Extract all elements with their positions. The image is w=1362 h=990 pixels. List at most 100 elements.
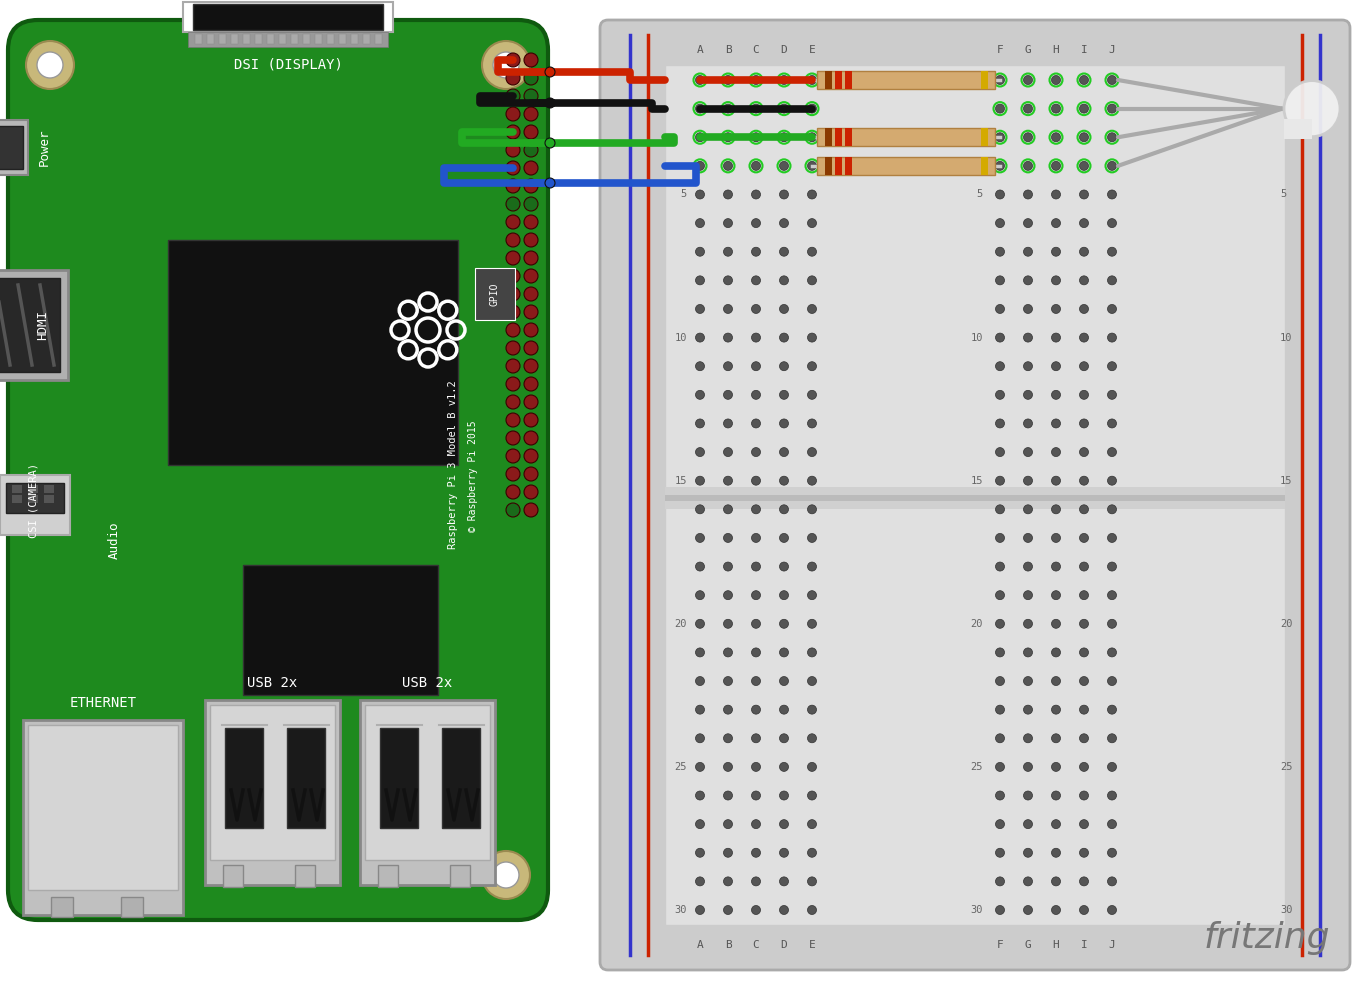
Circle shape [1051,534,1061,543]
Circle shape [1080,906,1088,915]
Circle shape [524,287,538,301]
Circle shape [1080,161,1088,170]
Circle shape [808,390,816,399]
Circle shape [996,848,1005,857]
Circle shape [996,676,1005,685]
Circle shape [696,75,704,84]
Circle shape [1107,219,1117,228]
Circle shape [696,390,704,399]
Circle shape [723,190,733,199]
Bar [279,34,286,44]
Circle shape [723,734,733,742]
Circle shape [1051,104,1061,113]
Circle shape [1051,276,1061,285]
Circle shape [1023,820,1032,829]
Bar [225,728,263,828]
Circle shape [996,333,1005,343]
Text: A: A [696,940,703,950]
Circle shape [723,276,733,285]
Circle shape [524,215,538,229]
Circle shape [752,705,760,714]
Circle shape [1051,219,1061,228]
Text: 20: 20 [674,619,686,629]
Circle shape [996,734,1005,742]
Circle shape [808,161,816,170]
Circle shape [696,877,704,886]
Circle shape [779,133,789,142]
Circle shape [779,104,789,113]
Circle shape [1051,75,1061,84]
Circle shape [723,505,733,514]
Circle shape [696,104,704,113]
Text: USB 2x: USB 2x [402,676,452,690]
Text: 10: 10 [674,333,686,343]
Circle shape [1107,562,1117,571]
Circle shape [524,359,538,373]
Circle shape [1023,276,1032,285]
Circle shape [779,305,789,314]
Circle shape [808,333,816,343]
Circle shape [696,562,704,571]
Circle shape [507,197,520,211]
Text: Power: Power [38,129,50,166]
Circle shape [1107,591,1117,600]
Circle shape [779,219,789,228]
Text: 5: 5 [977,189,983,199]
Circle shape [723,447,733,456]
Circle shape [524,485,538,499]
Circle shape [524,467,538,481]
Circle shape [1051,161,1061,170]
Circle shape [1284,80,1340,137]
Circle shape [1107,676,1117,685]
Circle shape [482,41,530,89]
Text: I: I [1080,45,1087,55]
Circle shape [1023,620,1032,629]
Circle shape [996,104,1005,113]
Bar [23,720,183,915]
Circle shape [779,734,789,742]
Text: B: B [725,940,731,950]
Circle shape [1107,248,1117,256]
Circle shape [507,449,520,463]
Circle shape [752,734,760,742]
Circle shape [723,361,733,370]
Circle shape [1107,390,1117,399]
Bar [327,34,334,44]
Circle shape [1080,390,1088,399]
Bar [375,34,381,44]
Bar [232,34,238,44]
Circle shape [808,104,816,113]
Circle shape [696,906,704,915]
Circle shape [996,248,1005,256]
Circle shape [524,53,538,67]
Circle shape [696,534,704,543]
Circle shape [507,125,520,139]
Bar [242,565,439,695]
Circle shape [1051,190,1061,199]
Circle shape [779,190,789,199]
Circle shape [1051,133,1061,142]
Circle shape [1023,734,1032,742]
Bar [380,728,418,828]
Text: 20: 20 [1280,619,1293,629]
Circle shape [752,133,760,142]
Circle shape [507,395,520,409]
Circle shape [1023,562,1032,571]
Bar [981,129,987,147]
Circle shape [1023,505,1032,514]
Bar [193,4,383,30]
Text: E: E [809,940,816,950]
Circle shape [1080,562,1088,571]
Text: 25: 25 [1280,762,1293,772]
Circle shape [1080,620,1088,629]
Circle shape [507,161,520,175]
Circle shape [752,676,760,685]
Circle shape [696,676,704,685]
Circle shape [808,734,816,742]
Circle shape [507,467,520,481]
Circle shape [1051,676,1061,685]
Circle shape [996,877,1005,886]
Bar [44,495,54,503]
Circle shape [507,143,520,157]
Circle shape [752,505,760,514]
